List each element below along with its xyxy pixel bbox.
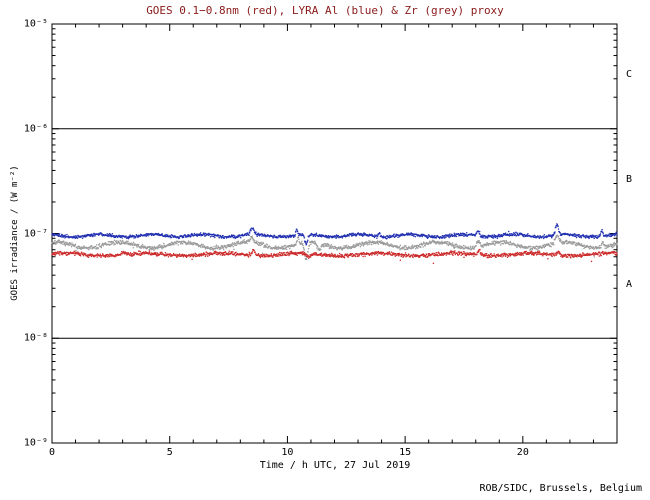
plot-frame bbox=[51, 23, 618, 444]
y-axis-label: GOES irradiance / (W m⁻²) bbox=[10, 165, 20, 301]
chart-title: GOES 0.1−0.8nm (red), LYRA Al (blue) & Z… bbox=[146, 4, 504, 17]
credit-text: ROB/SIDC, Brussels, Belgium bbox=[479, 483, 642, 494]
y-tick-label: 10⁻⁹ bbox=[23, 437, 48, 449]
flare-class-label-c: C bbox=[626, 69, 633, 81]
x-tick-label: 15 bbox=[399, 447, 412, 458]
flare-class-label-a: A bbox=[626, 278, 633, 290]
x-tick-label: 20 bbox=[516, 447, 529, 458]
y-tick-label: 10⁻⁸ bbox=[23, 332, 48, 344]
y-tick-label: 10⁻⁶ bbox=[23, 123, 48, 135]
y-tick-label: 10⁻⁷ bbox=[23, 228, 48, 239]
x-tick-label: 5 bbox=[166, 447, 173, 458]
y-tick-label: 10⁻⁵ bbox=[23, 18, 48, 30]
series-lyra-zr-proxy bbox=[51, 234, 618, 261]
x-axis-label: Time / h UTC, 27 Jul 2019 bbox=[259, 460, 411, 471]
x-tick-label: 10 bbox=[281, 447, 294, 458]
x-tick-label: 0 bbox=[48, 447, 56, 458]
series-goes-0-1-0-8nm bbox=[51, 248, 618, 264]
series-lyra-al-proxy bbox=[51, 223, 618, 246]
flare-class-label-b: B bbox=[626, 174, 633, 186]
